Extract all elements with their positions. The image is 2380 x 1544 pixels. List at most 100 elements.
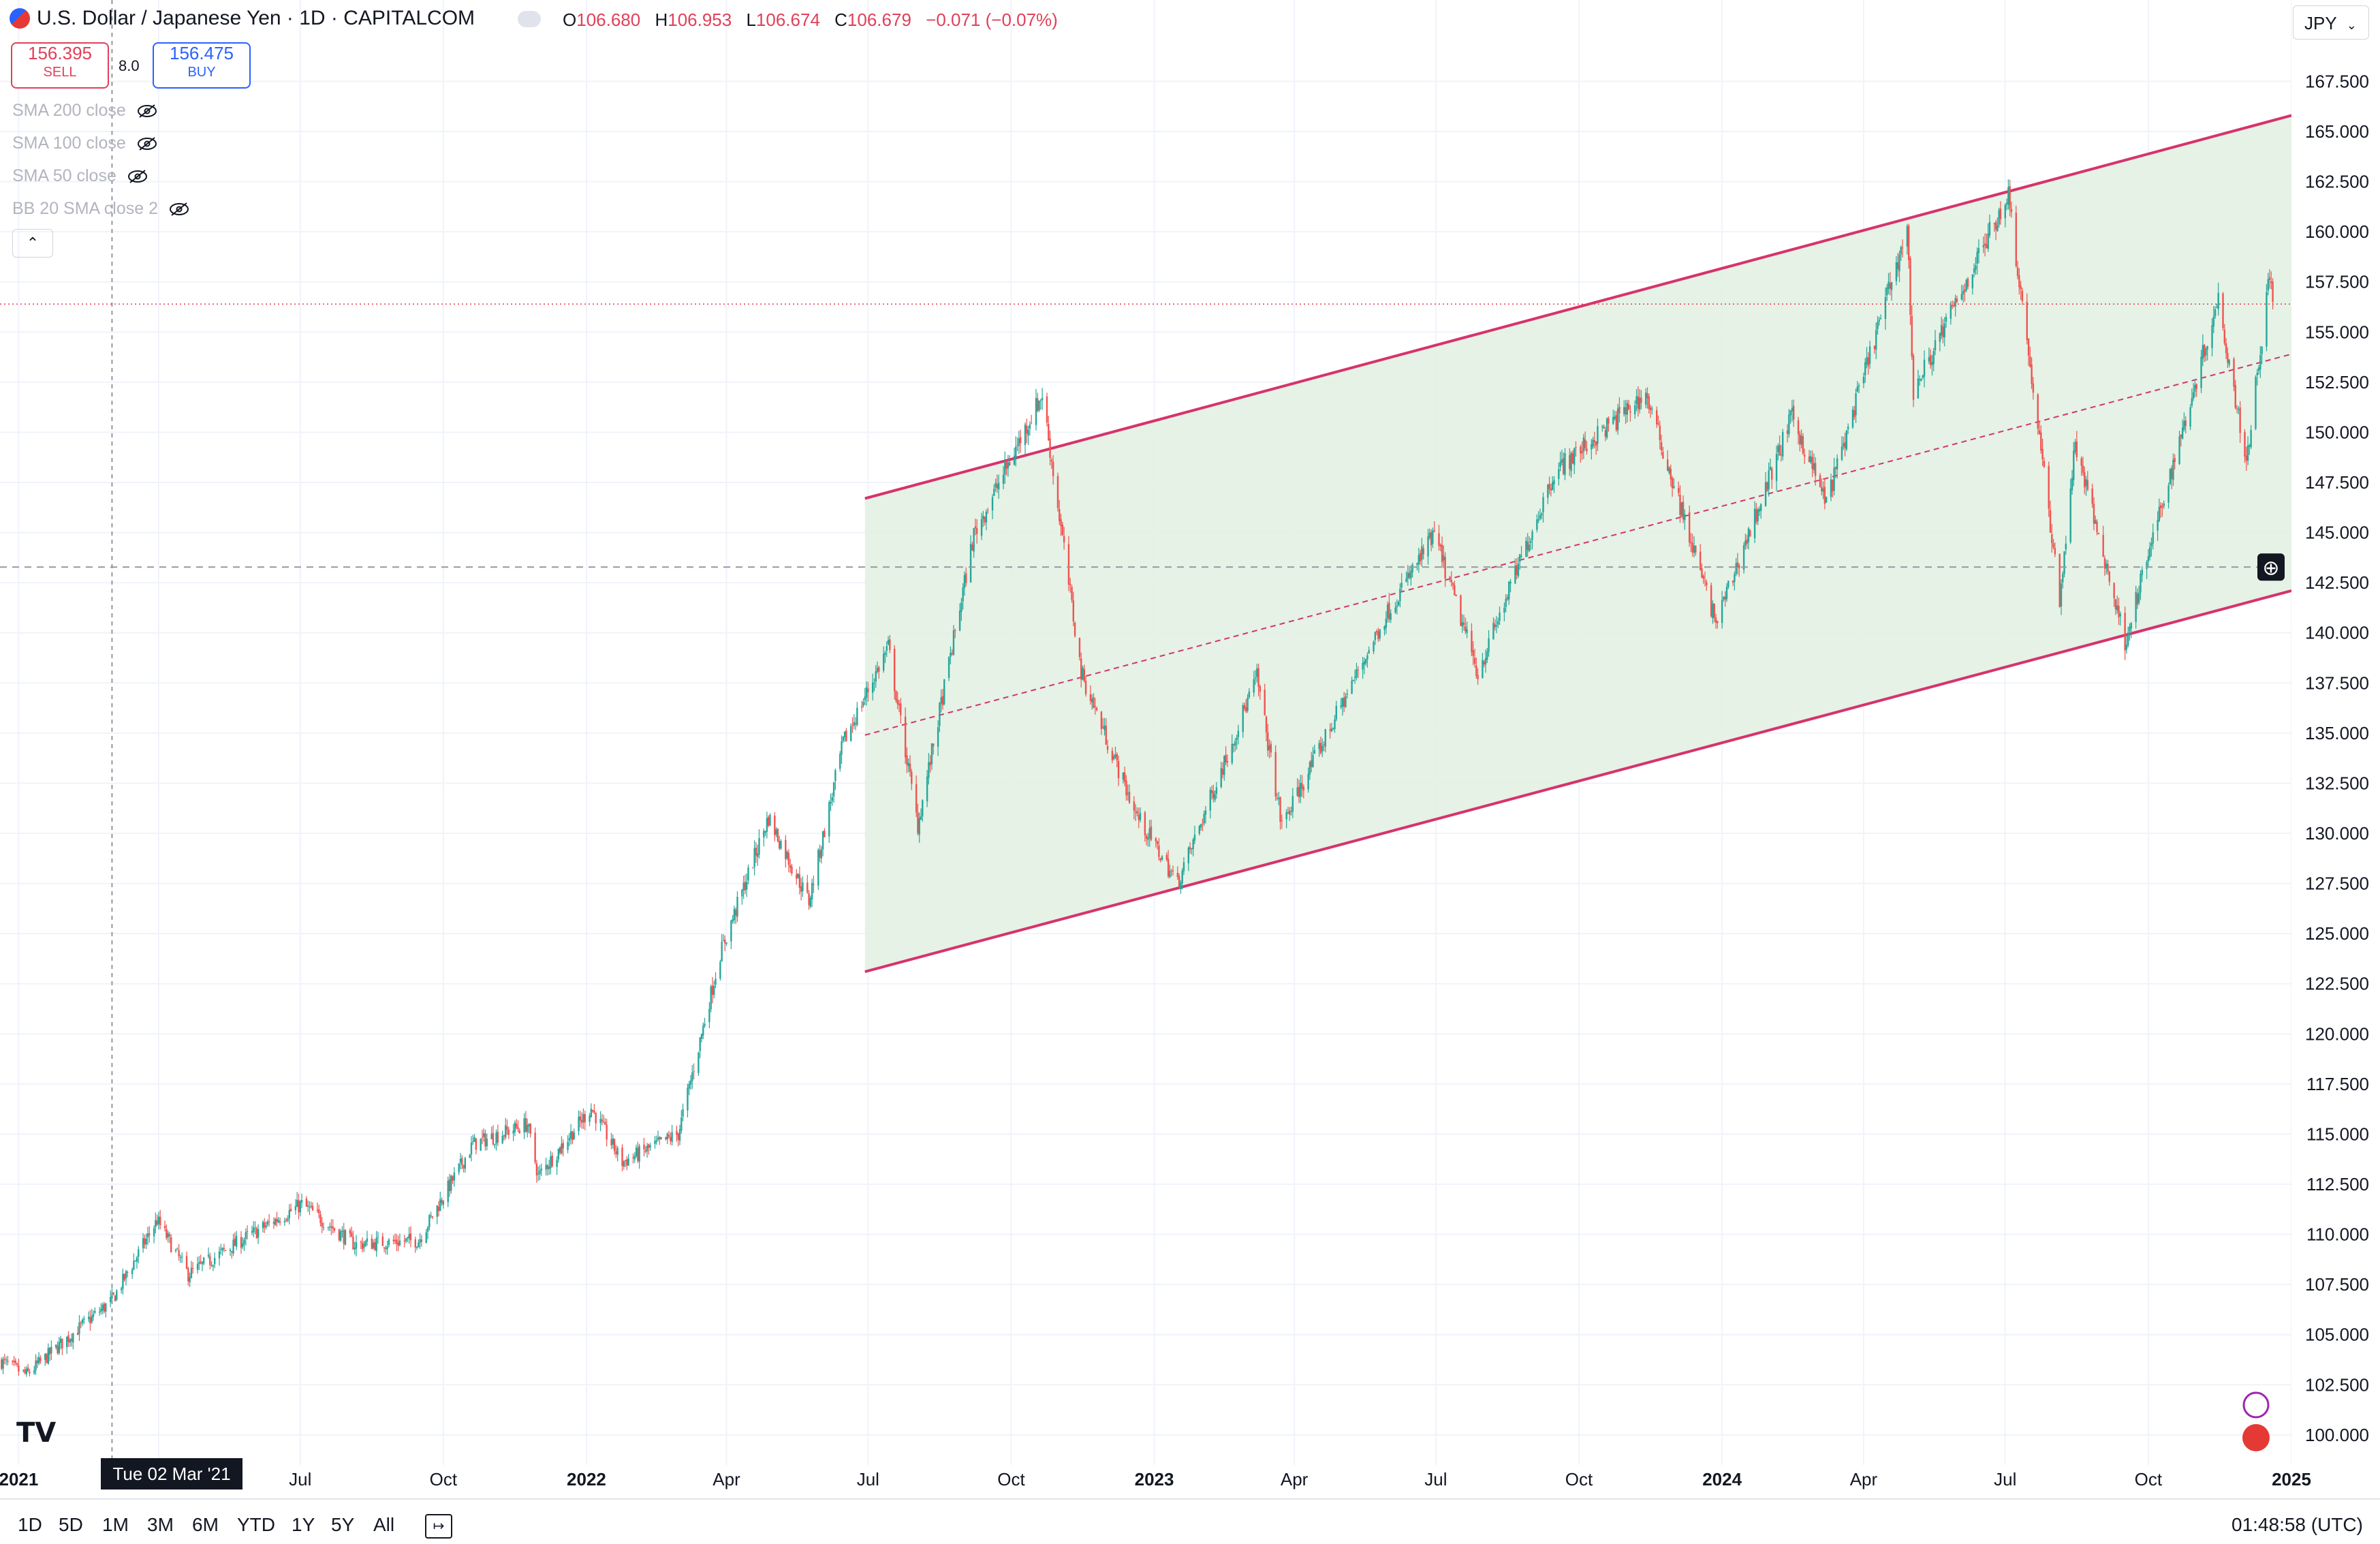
candle-body xyxy=(255,1228,258,1239)
candle-body xyxy=(1699,551,1702,570)
hidden-eye-icon[interactable] xyxy=(169,202,189,217)
candle-body xyxy=(483,1132,485,1137)
candle-body xyxy=(2140,574,2142,593)
candle-body xyxy=(416,1246,418,1248)
currency-select[interactable]: JPY ⌄ xyxy=(2293,5,2369,40)
candle-body xyxy=(1343,698,1345,707)
candle-body xyxy=(1868,346,1871,364)
candle-body xyxy=(687,1087,689,1111)
candle-body xyxy=(2236,408,2238,410)
candle-body xyxy=(220,1249,222,1250)
candle-body xyxy=(1616,408,1619,431)
price-tick-label: 147.500 xyxy=(2305,472,2369,493)
candle-body xyxy=(766,818,768,832)
timeframe-all[interactable]: All xyxy=(373,1514,395,1535)
hidden-eye-icon[interactable] xyxy=(137,136,157,151)
candle-body xyxy=(1220,768,1222,788)
candle-body xyxy=(1472,650,1474,656)
collapse-legend-button[interactable]: ⌃ xyxy=(12,229,53,258)
candle-body xyxy=(529,1124,531,1134)
candle-body xyxy=(272,1222,275,1224)
candle-body xyxy=(1302,786,1305,791)
candle-body xyxy=(1399,588,1401,602)
candle-body xyxy=(1170,870,1172,871)
candle-body xyxy=(878,667,880,672)
candle-body xyxy=(1853,410,1856,418)
candle-body xyxy=(1215,787,1218,794)
candle-body xyxy=(458,1163,460,1173)
candle-body xyxy=(1454,585,1456,596)
price-tick-label: 137.500 xyxy=(2305,673,2369,693)
candle-body xyxy=(14,1361,17,1363)
candle-body xyxy=(1155,838,1157,842)
candle-body xyxy=(958,611,961,631)
candle-body xyxy=(676,1130,678,1135)
timeframe-ytd[interactable]: YTD xyxy=(237,1514,275,1535)
go-to-date-calendar-icon[interactable]: ↦ xyxy=(425,1514,452,1539)
candle-body xyxy=(397,1242,399,1246)
hidden-eye-icon[interactable] xyxy=(127,169,148,184)
candle-body xyxy=(548,1167,550,1170)
candle-body xyxy=(1673,486,1675,489)
timeframe-1d[interactable]: 1D xyxy=(18,1514,42,1535)
candle-body xyxy=(742,882,745,891)
candle-body xyxy=(1002,474,1005,484)
timeframe-3m[interactable]: 3M xyxy=(147,1514,174,1535)
candle-body xyxy=(786,851,788,859)
candle-body xyxy=(322,1227,325,1229)
timeframe-5d[interactable]: 5D xyxy=(59,1514,83,1535)
candle-body xyxy=(843,731,846,738)
candle-body xyxy=(181,1256,183,1258)
sell-price: 156.395 xyxy=(28,43,92,63)
timeframe-1m[interactable]: 1M xyxy=(102,1514,129,1535)
timeframe-1y[interactable]: 1Y xyxy=(292,1514,315,1535)
candle-body xyxy=(447,1180,449,1203)
sell-button[interactable]: 156.395 SELL xyxy=(11,42,109,89)
timeframe-5y[interactable]: 5Y xyxy=(331,1514,355,1535)
parallel-channel[interactable] xyxy=(864,114,2292,973)
indicator-sma-200[interactable]: SMA 200 close xyxy=(12,101,157,121)
candle-body xyxy=(319,1214,322,1224)
candle-body xyxy=(1777,446,1779,452)
candle-body xyxy=(1101,727,1104,729)
candle-body xyxy=(1400,583,1403,588)
candle-body xyxy=(497,1131,499,1143)
time-axis[interactable]: 2021 Apr Jul Oct 2022 Apr Jul Oct 2023 Apr Jul Oct 2… xyxy=(0,1469,2380,1500)
more-options-button[interactable] xyxy=(518,11,541,27)
candle-body xyxy=(300,1200,303,1203)
candle-body xyxy=(1592,439,1594,447)
candle-body xyxy=(1411,564,1413,572)
candle-body xyxy=(339,1231,342,1241)
timeframe-6m[interactable]: 6M xyxy=(192,1514,219,1535)
tradingview-logo-icon[interactable]: TV xyxy=(16,1417,57,1449)
candle-body xyxy=(985,511,988,523)
high-value: 106.953 xyxy=(668,10,732,30)
price-tick-label: 165.000 xyxy=(2305,121,2369,142)
candle-body xyxy=(1050,459,1053,462)
indicator-sma-100[interactable]: SMA 100 close xyxy=(12,134,157,153)
candle-body xyxy=(1245,707,1247,712)
candle-body xyxy=(2170,467,2173,479)
candle-body xyxy=(1319,743,1322,754)
candle-body xyxy=(668,1135,670,1137)
indicator-sma-50[interactable]: SMA 50 close xyxy=(12,166,148,186)
candle-body xyxy=(472,1141,474,1143)
buy-button[interactable]: 156.475 BUY xyxy=(153,42,251,89)
candle-body xyxy=(428,1215,430,1228)
candle-body xyxy=(381,1236,384,1246)
symbol-title[interactable]: U.S. Dollar / Japanese Yen · 1D · CAPITA… xyxy=(10,7,475,30)
candle-body xyxy=(1449,576,1451,578)
candle-body xyxy=(941,696,944,706)
candle-body xyxy=(1808,456,1811,463)
candle-body xyxy=(36,1360,39,1363)
price-axis[interactable]: 100.000 102.500 105.000 107.500 110.000 112.5… xyxy=(2291,0,2380,1499)
candle-body xyxy=(1649,407,1652,411)
hidden-eye-icon[interactable] xyxy=(137,104,157,119)
candle-body xyxy=(1178,876,1180,888)
candle-body xyxy=(287,1218,289,1221)
indicator-bollinger-bands[interactable]: BB 20 SMA close 2 xyxy=(12,199,189,219)
candle-body xyxy=(599,1118,601,1124)
candle-body xyxy=(470,1142,473,1155)
candle-body xyxy=(1604,430,1607,437)
